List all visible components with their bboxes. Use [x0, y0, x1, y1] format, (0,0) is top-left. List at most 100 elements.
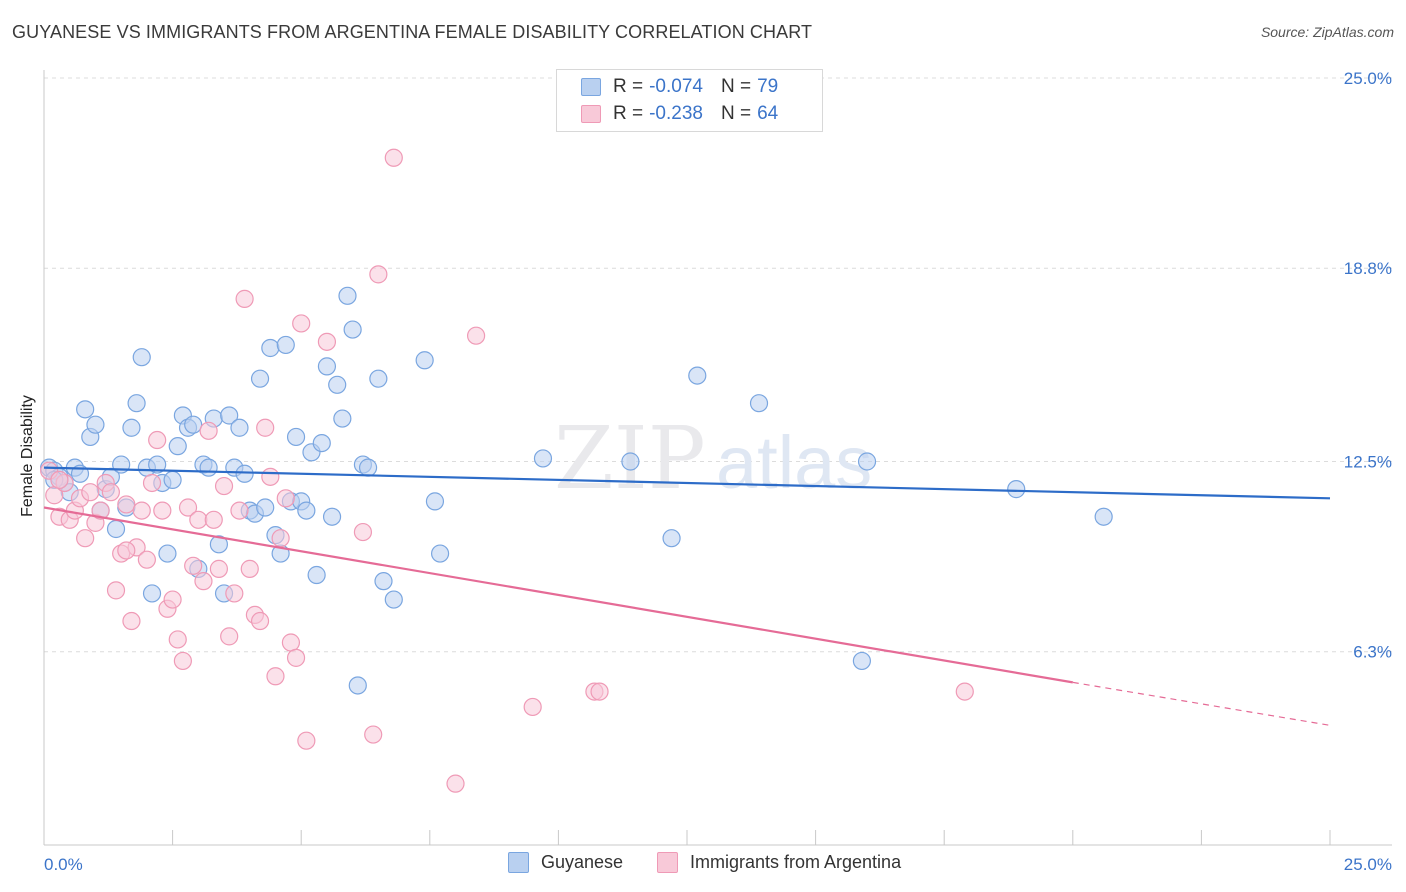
guyanese-point [317, 357, 337, 376]
argentina-point [106, 581, 126, 600]
argentina-point [220, 627, 239, 646]
data-points [40, 148, 1113, 793]
guyanese-point [384, 590, 403, 609]
guyanese-point [220, 406, 239, 425]
guyanese-point [348, 676, 367, 695]
axes [43, 70, 1392, 846]
argentina-point [384, 148, 403, 167]
guyanese-point [276, 335, 295, 355]
argentina-point [137, 550, 156, 569]
argentina-point [142, 473, 162, 493]
argentina-point [230, 501, 249, 520]
argentina-point [101, 483, 120, 502]
bottom-legend-guyanese: Guyanese [508, 852, 623, 873]
guyanese-point [374, 572, 393, 591]
y-tick-label: 25.0% [1344, 69, 1392, 88]
guyanese-point [369, 369, 388, 388]
guyanese-point [430, 544, 450, 563]
guyanese-point [86, 415, 105, 434]
argentina-point [163, 590, 182, 609]
guyanese-point [322, 507, 342, 526]
guyanese-point [142, 584, 162, 603]
argentina-point [153, 501, 172, 520]
legend-swatch-argentina [581, 105, 601, 123]
x-tick-labels: 0.0% 25.0% [44, 855, 1392, 874]
argentina-point [132, 501, 151, 520]
guyanese-point [132, 348, 151, 367]
bottom-legend-swatch-guyanese [508, 852, 529, 873]
argentina-trend-extension [1072, 681, 1331, 726]
watermark-atlas: atlas [716, 421, 872, 504]
y-tick-label: 6.3% [1353, 643, 1392, 662]
x-tick-label: 0.0% [44, 855, 83, 874]
argentina-point [235, 289, 254, 308]
guyanese-point [230, 418, 249, 437]
argentina-point [955, 682, 974, 701]
argentina-point [446, 774, 465, 793]
guyanese-point [425, 492, 445, 511]
watermark: ZIP atlas [554, 409, 872, 509]
argentina-point [214, 476, 234, 496]
legend-r-value: -0.074 [649, 76, 703, 97]
guyanese-point [250, 369, 270, 388]
guyanese-point [209, 535, 228, 554]
argentina-point [353, 522, 373, 542]
guyanese-point [163, 470, 182, 490]
argentina-trend-line [43, 506, 1073, 684]
bottom-legend-swatch-argentina [657, 852, 678, 873]
y-tick-labels: 6.3% 12.5% 18.8% 25.0% [1344, 69, 1392, 662]
legend-n-label: N = [720, 103, 752, 124]
argentina-point [364, 725, 383, 744]
argentina-point [199, 421, 218, 440]
legend-r-label: R = [613, 76, 644, 97]
argentina-point [261, 467, 280, 486]
argentina-point [189, 510, 208, 529]
argentina-point [317, 332, 337, 351]
argentina-point [276, 489, 295, 508]
legend-r-label: R = [613, 103, 644, 124]
argentina-point [590, 682, 609, 701]
correlation-legend: R = -0.074 N = 79 R = -0.238 N = 64 [556, 69, 823, 132]
guyanese-point [256, 498, 275, 517]
guyanese-point [328, 375, 347, 394]
argentina-point [117, 495, 136, 514]
bottom-legend-label-argentina: Immigrants from Argentina [690, 852, 902, 872]
argentina-point [209, 559, 228, 578]
guyanese-point [415, 351, 434, 370]
guyanese-point [333, 409, 352, 428]
guyanese-point [261, 338, 280, 358]
x-tick-label: 25.0% [1344, 855, 1392, 874]
guyanese-point [749, 394, 769, 413]
guyanese-point [1094, 507, 1113, 526]
argentina-point [173, 651, 192, 671]
argentina-point [281, 633, 301, 652]
guyanese-point [312, 433, 331, 453]
legend-swatch-guyanese [581, 78, 601, 96]
guyanese-point [358, 458, 378, 477]
guyanese-point [1007, 480, 1026, 499]
guyanese-point [106, 519, 126, 539]
guyanese-trend-line [43, 466, 1331, 500]
argentina-point [184, 556, 203, 575]
guyanese-point [662, 529, 681, 548]
argentina-point [250, 611, 270, 631]
legend-row-argentina: R = -0.238 N = 64 [581, 102, 778, 126]
argentina-point [91, 501, 110, 520]
guyanese-point [297, 501, 316, 520]
guyanese-point [184, 415, 203, 434]
argentina-point [266, 667, 285, 686]
guyanese-point [688, 366, 707, 385]
y-tick-label: 18.8% [1344, 259, 1392, 278]
guyanese-point [235, 464, 254, 483]
argentina-point [286, 648, 306, 667]
argentina-point [168, 630, 187, 649]
legend-r-value: -0.238 [649, 103, 703, 124]
guyanese-point [122, 418, 141, 437]
guyanese-point [338, 286, 357, 305]
argentina-point [117, 541, 136, 560]
argentina-point [240, 559, 259, 578]
chart-title: GUYANESE VS IMMIGRANTS FROM ARGENTINA FE… [12, 22, 813, 42]
y-axis-label: Female Disability [19, 395, 36, 517]
guyanese-point [286, 427, 306, 447]
